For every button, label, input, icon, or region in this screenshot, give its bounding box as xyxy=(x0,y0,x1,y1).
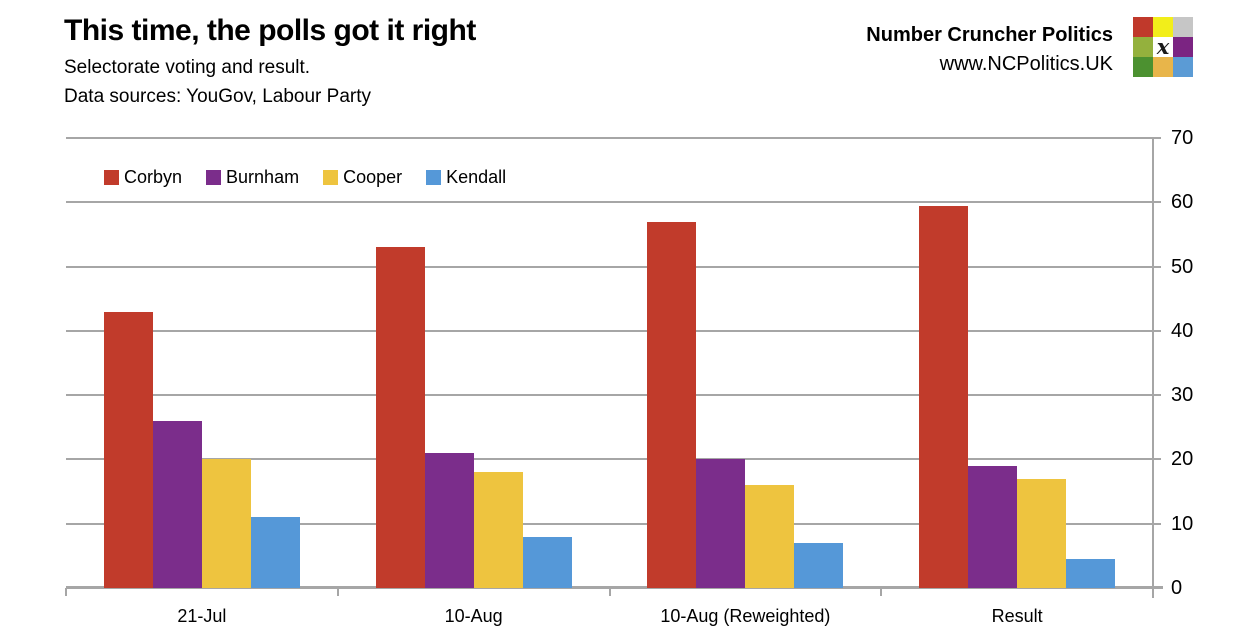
bar-corbyn-21-jul xyxy=(103,311,153,588)
bar-group-4 xyxy=(881,138,1153,588)
legend-label: Cooper xyxy=(343,167,403,187)
legend-item-corbyn: Corbyn xyxy=(104,167,182,188)
x-axis-tick xyxy=(337,588,339,596)
y-axis-tick-label: 50 xyxy=(1171,255,1194,278)
bar-kendall-10-aug xyxy=(522,536,572,588)
gridline xyxy=(66,137,1161,139)
y-axis-tick-label: 40 xyxy=(1171,319,1194,342)
bar-burnham-21-jul xyxy=(152,420,202,588)
bar-cooper-21-jul xyxy=(201,459,251,588)
y-axis-tick-label: 10 xyxy=(1171,512,1194,535)
logo-cell xyxy=(1133,37,1153,57)
chart-subtitle: Selectorate voting and result. xyxy=(64,57,311,78)
gridline xyxy=(66,201,1161,204)
page-title: This time, the polls got it right xyxy=(64,14,476,47)
gridline xyxy=(66,394,1161,397)
legend-item-kendall: Kendall xyxy=(426,167,506,188)
gridline xyxy=(66,458,1161,461)
legend-label: Corbyn xyxy=(124,167,183,187)
x-axis-category-label: 10-Aug (Reweighted) xyxy=(660,606,831,626)
bar-burnham-10-aug xyxy=(424,453,474,588)
x-axis-line xyxy=(66,586,1163,589)
bar-cooper-10-aug xyxy=(473,472,523,588)
bar-cooper-result xyxy=(1017,478,1067,588)
bar-burnham-10-aug-reweighted- xyxy=(696,459,746,588)
logo-x-icon: x xyxy=(1153,36,1173,57)
x-axis-category-label: 10-Aug xyxy=(444,606,503,626)
gridline xyxy=(66,522,1161,525)
x-axis-category-label: 21-Jul xyxy=(177,606,227,626)
gridline xyxy=(66,265,1161,268)
bar-group-1 xyxy=(66,138,338,588)
x-axis-tick xyxy=(1152,588,1154,596)
legend-item-burnham: Burnham xyxy=(206,167,299,188)
legend-label: Burnham xyxy=(226,167,300,187)
bar-kendall-21-jul xyxy=(250,517,300,588)
y-axis-tick-label: 0 xyxy=(1171,577,1183,599)
legend: Corbyn Burnham Cooper Kendall xyxy=(104,167,506,188)
brand-name: Number Cruncher Politics xyxy=(866,24,1113,46)
bar-burnham-result xyxy=(968,465,1018,588)
bar-corbyn-10-aug-reweighted- xyxy=(647,221,697,588)
y-axis-tick-label: 60 xyxy=(1171,191,1194,214)
bar-kendall-result xyxy=(1066,559,1116,588)
y-axis-tick-label: 20 xyxy=(1171,448,1194,471)
logo-cell xyxy=(1173,57,1193,77)
legend-marker-cooper xyxy=(323,170,339,185)
bar-group-3 xyxy=(610,138,882,588)
legend-marker-burnham xyxy=(206,170,222,185)
y-axis-line xyxy=(1152,138,1154,598)
data-sources-note: Data sources: YouGov, Labour Party xyxy=(64,86,371,107)
y-axis-tick-label: 30 xyxy=(1171,384,1194,407)
legend-label: Kendall xyxy=(446,167,507,187)
bar-corbyn-10-aug xyxy=(375,247,425,588)
logo-cell xyxy=(1133,17,1153,37)
bar-chart: 0 10 20 30 40 50 60 70 21-Jul 10-Aug 10-Aug (Rewei… xyxy=(65,128,1193,626)
logo-cell xyxy=(1133,57,1153,77)
x-axis-category-label: Result xyxy=(991,606,1043,626)
logo-cell xyxy=(1153,17,1173,37)
gridline xyxy=(66,329,1161,332)
legend-item-cooper: Cooper xyxy=(323,167,402,188)
legend-marker-kendall xyxy=(426,170,442,185)
bar-group-2 xyxy=(338,138,610,588)
logo-cell xyxy=(1153,57,1173,77)
x-axis-tick xyxy=(65,588,67,596)
bar-corbyn-result xyxy=(919,205,969,588)
logo-cell xyxy=(1173,37,1193,57)
y-axis-tick-label: 70 xyxy=(1171,127,1194,149)
bar-cooper-10-aug-reweighted- xyxy=(745,485,795,588)
ncp-logo-icon: x xyxy=(1133,17,1193,77)
logo-cell xyxy=(1173,17,1193,37)
brand-url: www.NCPolitics.UK xyxy=(939,53,1113,75)
bar-kendall-10-aug-reweighted- xyxy=(794,543,844,588)
legend-marker-corbyn xyxy=(104,170,119,185)
x-axis-tick xyxy=(880,588,882,596)
x-axis-tick xyxy=(609,588,611,596)
